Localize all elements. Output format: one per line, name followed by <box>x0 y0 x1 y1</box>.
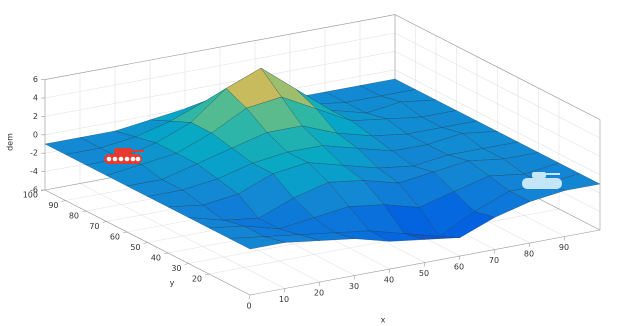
x-tick-label: 20 <box>314 289 324 298</box>
x-axis-label: x <box>381 316 386 325</box>
grid-line <box>44 51 396 117</box>
x-tick-label: 80 <box>524 250 534 259</box>
x-tick-label: 60 <box>454 263 464 272</box>
tank-barrel <box>130 150 144 152</box>
surface-patch <box>228 236 286 250</box>
x-tick-label: 90 <box>559 243 569 252</box>
z-tick-label: 4 <box>33 94 38 103</box>
x-tick <box>248 294 251 300</box>
grid-line <box>394 69 601 176</box>
x-tick-label: 70 <box>489 256 499 265</box>
x-tick <box>423 262 426 267</box>
axes-box <box>394 14 601 120</box>
x-tick <box>528 242 531 248</box>
x-tick-label: 0 <box>246 302 251 311</box>
y-tick-label: 50 <box>130 243 140 252</box>
y-tick-label: 60 <box>110 233 120 242</box>
tank-wheels <box>106 156 141 162</box>
red-tank <box>104 148 144 164</box>
z-axis-label: dem <box>6 133 15 151</box>
x-tick <box>283 288 286 293</box>
y-tick <box>143 242 148 244</box>
x-tick-label: 40 <box>384 276 394 285</box>
x-tick <box>318 281 321 287</box>
tank-barrel <box>544 173 560 175</box>
y-tick-label: 100 <box>23 191 38 200</box>
x-tick-label: 50 <box>419 269 429 278</box>
x-tick-label: 10 <box>279 295 289 304</box>
tank-body <box>522 178 562 189</box>
grid-line <box>44 32 396 99</box>
z-tick-label: 2 <box>33 112 38 121</box>
z-tick-label: 0 <box>33 130 38 139</box>
axes-box <box>44 14 396 80</box>
y-tick <box>102 221 107 223</box>
x-tick <box>493 249 496 254</box>
grid-line <box>394 32 601 139</box>
grid-line <box>394 51 601 157</box>
y-tick-label: 80 <box>69 212 79 221</box>
y-tick-label: 70 <box>89 222 99 231</box>
z-tick-label: -2 <box>30 149 38 158</box>
z-tick-label: 6 <box>33 75 38 84</box>
y-tick <box>204 273 210 276</box>
x-tick <box>563 236 566 241</box>
y-tick-label: 40 <box>151 254 161 263</box>
tank-turret <box>532 172 546 178</box>
y-tick <box>184 263 189 265</box>
y-tick <box>163 252 169 255</box>
grid-line <box>208 208 560 275</box>
x-tick <box>388 268 391 274</box>
blue-tank <box>522 172 562 189</box>
y-tick <box>122 231 128 234</box>
y-tick-label: 20 <box>192 275 202 284</box>
y-axis-label: y <box>170 279 175 288</box>
x-tick-label: 30 <box>349 282 359 291</box>
axes-front: 01020304050607080902030405060708090100-6… <box>23 75 601 311</box>
surface <box>44 67 601 250</box>
z-tick-label: -6 <box>30 186 38 195</box>
x-tick <box>458 255 461 261</box>
tank-turret <box>114 148 132 154</box>
y-tick <box>61 200 66 202</box>
x-tick <box>353 275 356 280</box>
y-tick-label: 90 <box>48 201 58 210</box>
y-tick <box>81 210 87 213</box>
y-tick-label: 30 <box>171 264 181 273</box>
z-tick-label: -4 <box>30 167 38 176</box>
